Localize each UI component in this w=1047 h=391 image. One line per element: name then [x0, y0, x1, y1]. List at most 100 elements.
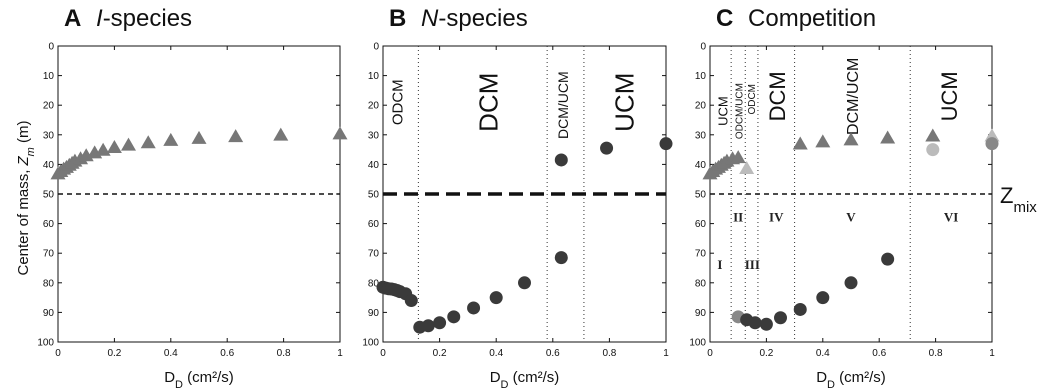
panel-a-ytick-label: 50 — [43, 190, 55, 201]
panel-c-data-point-triangle — [815, 134, 831, 148]
panel-a-ytick-label: 10 — [43, 71, 55, 82]
panel-c-xtick-label: 0.8 — [929, 348, 943, 359]
panel-c-ytick-label: 90 — [695, 308, 707, 319]
panel-c-ytick-label: 70 — [695, 249, 707, 260]
panel-b-x-axis-label-subscript: D — [501, 379, 509, 391]
panel-a-xtick-label: 1 — [337, 348, 343, 359]
panel-a-data-point-triangle — [228, 129, 244, 143]
panel-b-ytick-label: 40 — [368, 160, 380, 171]
panel-a-x-axis-label: DD (cm²/s) — [164, 369, 234, 391]
panel-b-data-point-circle — [600, 141, 614, 155]
panel-c-data-point-triangle — [730, 150, 746, 164]
panel-a-xtick-label: 0.8 — [277, 348, 291, 359]
panel-c-data-point-circle — [985, 137, 999, 151]
panel-c-xtick-label: 0.6 — [872, 348, 886, 359]
panel-a-xtick-label: 0.2 — [107, 348, 121, 359]
y-axis-label-text: Center of mass, — [15, 165, 32, 275]
panel-c-region-label: UCM — [716, 96, 731, 126]
panel-c-region-label: DCM/UCM — [845, 58, 862, 135]
panel-b-xtick-label: 0.8 — [602, 348, 616, 359]
panel-c-phase-label: II — [733, 210, 743, 225]
panel-b-xtick-label: 0.2 — [433, 348, 447, 359]
panel-c-ytick-label: 80 — [695, 278, 707, 289]
panel-b-xtick-label: 0.6 — [546, 348, 560, 359]
panel-b-ytick-label: 10 — [368, 71, 380, 82]
panel-a-ytick-label: 20 — [43, 101, 55, 112]
panel-b-xtick-label: 1 — [663, 348, 669, 359]
panel-b-region-label: UCM — [609, 73, 639, 132]
panel-a-title-initial: I — [96, 5, 103, 32]
panel-c-data-point-circle — [926, 143, 940, 157]
panel-b-ytick-label: 100 — [362, 338, 379, 349]
panel-c-x-axis-label: DD (cm²/s) — [816, 369, 886, 391]
panel-b-x-axis-label: DD (cm²/s) — [490, 369, 560, 391]
panel-c-x-axis-label-unit: (cm²/s) — [835, 369, 886, 386]
z-mix-label: Zmix — [1000, 183, 1037, 216]
panel-c-xtick-label: 0.4 — [816, 348, 830, 359]
panel-c-phase-label: IV — [769, 210, 784, 225]
panel-b-region-label: DCM/UCM — [555, 71, 571, 139]
panel-b-data-point-circle — [554, 251, 568, 265]
y-axis-label-subscript: m — [25, 147, 37, 156]
panel-a-x-axis-label-symbol: D — [164, 369, 175, 386]
panel-c-xtick-label: 1 — [989, 348, 995, 359]
panel-b-title: B N-species — [389, 5, 528, 32]
panel-a-data-point-triangle — [140, 135, 156, 149]
panel-c-data-point-triangle — [984, 128, 1000, 142]
panel-c-phase-label: V — [846, 210, 856, 225]
panel-b-data-point-circle — [467, 301, 481, 315]
panel-b-ytick-label: 70 — [368, 249, 380, 260]
panel-a-data-point-triangle — [95, 142, 111, 156]
panel-b-ytick-label: 20 — [368, 101, 380, 112]
y-axis-label-unit: (m) — [15, 120, 32, 147]
panel-b-ytick-label: 60 — [368, 219, 380, 230]
panel-c-phase-label: I — [717, 257, 722, 272]
panel-c-data-point-circle — [759, 317, 773, 331]
panel-b-ytick-label: 0 — [373, 42, 379, 53]
panel-a-ytick-label: 60 — [43, 219, 55, 230]
panel-c-x-axis-label-symbol: D — [816, 369, 827, 386]
panel-a-data-point-triangle — [332, 126, 348, 140]
panel-c-data-point-circle — [844, 276, 858, 290]
z-mix-subscript: mix — [1013, 199, 1037, 216]
panel-b-data-point-circle — [421, 319, 435, 333]
panel-a-ytick-label: 40 — [43, 160, 55, 171]
y-axis-label-symbol: Z — [15, 155, 32, 166]
panel-c-ytick-label: 60 — [695, 219, 707, 230]
panel-c-data-point-circle — [774, 311, 787, 325]
panel-a-axes-box — [57, 45, 341, 343]
panel-a-ytick-label: 0 — [48, 42, 54, 53]
panel-c-ytick-label: 20 — [695, 101, 707, 112]
panel-b-letter: B — [389, 5, 406, 32]
z-mix-symbol: Z — [1000, 183, 1013, 208]
panel-c-data-point-triangle — [925, 128, 941, 142]
panel-b-data-point-circle — [447, 310, 461, 324]
panel-a-ytick-label: 90 — [43, 308, 55, 319]
panel-c-title: C Competition — [716, 5, 876, 32]
panel-b-xtick-label: 0.4 — [489, 348, 503, 359]
panel-c-ytick-label: 30 — [695, 130, 707, 141]
panel-c-data-point-circle — [816, 291, 830, 305]
panel-a-xtick-label: 0 — [55, 348, 61, 359]
panel-b-data-point-circle — [659, 137, 673, 151]
panel-c-phase-label: VI — [944, 210, 958, 225]
panel-c-data-point-triangle — [880, 130, 896, 144]
panel-b-ytick-label: 30 — [368, 130, 380, 141]
panel-a-data-point-triangle — [106, 140, 122, 154]
panel-c-ytick-label: 40 — [695, 160, 707, 171]
panel-c-phase-label: III — [745, 257, 760, 272]
panel-c-data-point-triangle — [739, 161, 755, 175]
panel-c-xtick-label: 0 — [707, 348, 713, 359]
panel-a-title: A I-species — [64, 5, 192, 32]
panel-c-region-label: ODCM/UCM — [734, 83, 745, 139]
panel-b-data-point-circle — [489, 291, 503, 305]
panel-b-data-point-circle — [554, 153, 568, 167]
panel-c-data-point-circle — [881, 252, 895, 266]
panel-c-data-point-circle — [793, 302, 807, 316]
panel-a-data-point-triangle — [273, 127, 289, 141]
panel-c-region-label: DCM — [765, 71, 790, 121]
